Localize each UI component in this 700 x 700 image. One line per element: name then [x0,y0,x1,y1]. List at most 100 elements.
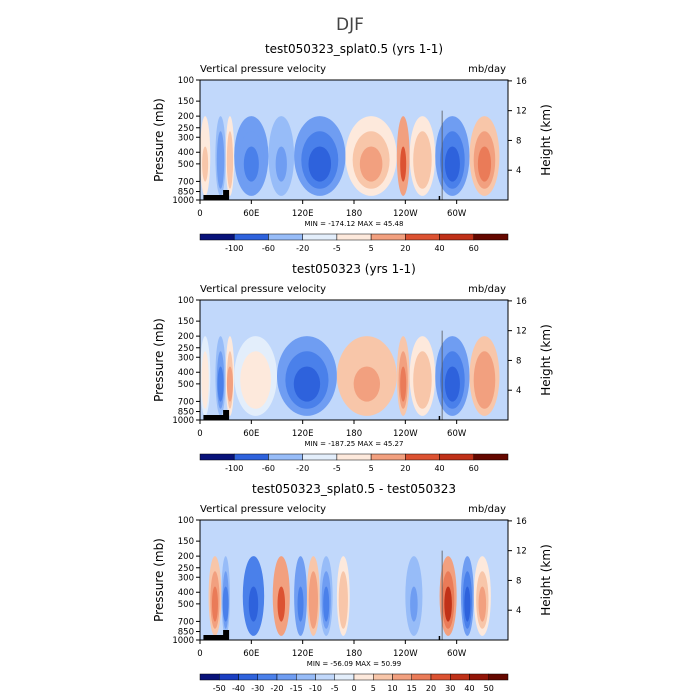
topography [223,190,230,200]
colorbar-label: 50 [484,684,494,693]
field-cell [310,586,317,622]
colorbar-label: 60 [469,244,479,253]
y2-tick-label: 16 [516,297,527,307]
field-cell [477,146,492,182]
y-tick-label: 400 [178,588,194,598]
field-cell [416,366,429,402]
colorbar-box [233,233,269,241]
y-tick-label: 400 [178,148,194,158]
colorbar-label: 20 [400,464,410,473]
y2-tick-label: 8 [516,136,521,146]
field-cell [202,366,209,402]
panel-units-label: mb/day [468,504,506,515]
y2-tick-label: 12 [516,107,527,117]
y2-axis-label: Height (km) [539,544,553,615]
field-cell [308,146,332,182]
panel-variable-label: Vertical pressure velocity [200,284,326,295]
colorbar-label: 60 [469,464,479,473]
field-cells [203,550,491,640]
colorbar-label: -20 [296,244,309,253]
x-tick-label: 60W [447,649,467,659]
y-tick-label: 100 [178,516,194,526]
field-cell [444,146,460,182]
colorbar-label: 20 [400,244,410,253]
x-tick-label: 60W [447,429,467,439]
topography [438,196,441,200]
x-tick-label: 60E [243,649,259,659]
colorbar-box [199,233,235,241]
y-tick-label: 150 [178,97,194,107]
field-cell [359,146,383,182]
field-cell [323,586,330,622]
field-cell [277,586,286,622]
field-cells [200,330,500,420]
chart-panel-1: test050323_splat0.5 (yrs 1-1) Vertical pr… [152,42,553,253]
y-axis-label: Pressure (mb) [152,318,166,402]
colorbar-label: -5 [333,244,341,253]
colorbar-box [430,673,451,681]
colorbar-box [233,453,269,461]
field-cell [353,366,381,402]
x-tick-label: 120E [292,209,314,219]
colorbar-box [296,673,316,681]
y-tick-label: 850 [178,188,194,198]
colorbar-box [373,673,393,681]
figure-title: DJF [336,15,364,35]
panel-title: test050323_splat0.5 - test050323 [252,482,456,496]
field-cell [211,586,218,622]
colorbar-box [473,233,509,241]
field-cell [226,146,233,182]
colorbar-label: -5 [331,684,339,693]
y-tick-label: 400 [178,368,194,378]
x-tick-label: 0 [197,209,202,219]
y-tick-label: 250 [178,564,194,574]
y2-tick-label: 8 [516,356,521,366]
topography [223,630,230,640]
colorbar-box [411,673,432,681]
y-tick-label: 250 [178,344,194,354]
colorbar-box [276,673,297,681]
colorbar-box [302,453,338,461]
colorbar-box [473,453,509,461]
panel-units-label: mb/day [468,64,506,75]
y-tick-label: 700 [178,397,194,407]
colorbar-box [268,453,303,461]
colorbar-box [353,673,374,681]
panel-title: test050323_splat0.5 (yrs 1-1) [265,42,443,56]
field-cell [464,586,471,622]
colorbar-box [392,673,412,681]
x-tick-label: 120E [292,429,314,439]
y-axis-label: Pressure (mb) [152,98,166,182]
x-tick-label: 60E [243,209,259,219]
colorbar-box [405,453,440,461]
field-cell [217,146,224,182]
y-tick-label: 500 [178,380,194,390]
chart-panel-3: test050323_splat0.5 - test050323 Vertical… [152,482,553,693]
x-tick-label: 60E [243,429,259,439]
x-tick-label: 60W [447,209,467,219]
panel-variable-label: Vertical pressure velocity [200,64,326,75]
x-tick-label: 120E [292,649,314,659]
y-tick-label: 200 [178,552,194,562]
colorbar-label: 5 [369,464,374,473]
colorbar-box [334,673,355,681]
colorbar-box [439,453,475,461]
colorbar-box [439,233,475,241]
y-tick-label: 700 [178,177,194,187]
colorbar-label: 5 [371,684,376,693]
y2-tick-label: 12 [516,547,527,557]
x-tick-label: 120W [393,649,418,659]
x-tick-label: 0 [197,429,202,439]
colorbar-box [268,233,303,241]
field-cell [400,366,407,402]
panel-units-label: mb/day [468,284,506,295]
field-cell [248,586,259,622]
colorbar-box [199,453,235,461]
y-tick-label: 300 [178,133,194,143]
field-cell [202,146,209,182]
colorbar-box [450,673,470,681]
colorbar-label: 5 [369,244,374,253]
colorbar-box [405,233,440,241]
y-tick-label: 500 [178,600,194,610]
colorbar-box [219,673,239,681]
